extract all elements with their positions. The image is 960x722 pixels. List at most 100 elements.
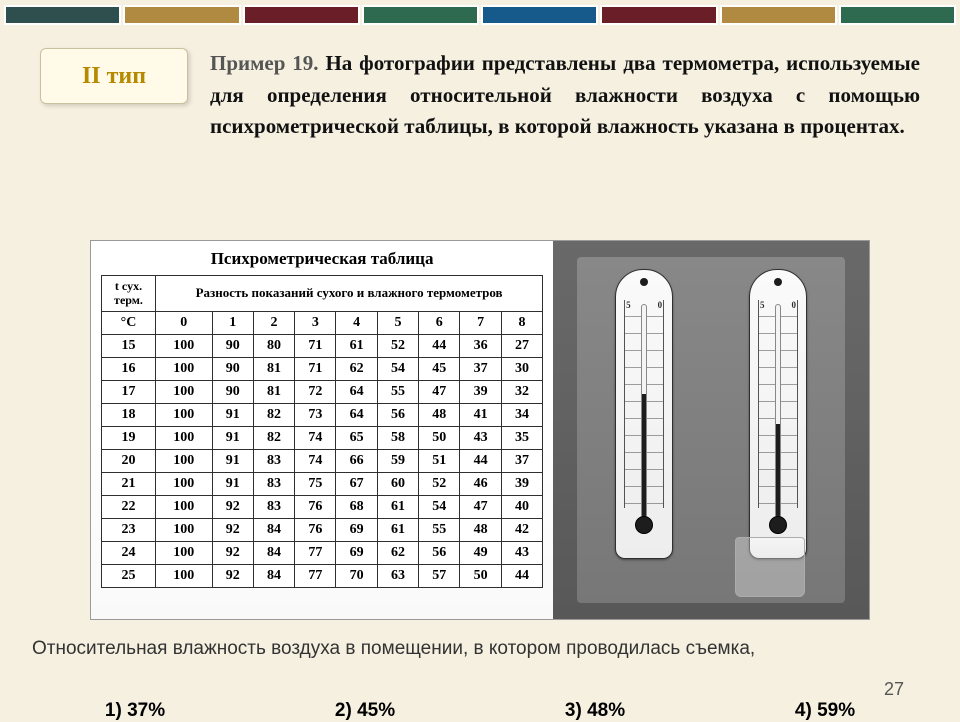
diff-col-header: 4	[336, 311, 377, 334]
humidity-cell: 100	[156, 518, 213, 541]
humidity-cell: 70	[336, 564, 377, 587]
humidity-cell: 74	[295, 426, 336, 449]
humidity-cell: 47	[460, 495, 501, 518]
table-row: 231009284766961554842	[102, 518, 543, 541]
humidity-cell: 45	[419, 357, 460, 380]
humidity-cell: 63	[377, 564, 418, 587]
temp-cell: 19	[102, 426, 156, 449]
humidity-cell: 100	[156, 403, 213, 426]
humidity-cell: 92	[212, 541, 253, 564]
humidity-cell: 100	[156, 541, 213, 564]
humidity-cell: 44	[419, 334, 460, 357]
humidity-cell: 61	[377, 495, 418, 518]
humidity-cell: 90	[212, 334, 253, 357]
dry-mercury	[642, 394, 646, 517]
humidity-cell: 57	[419, 564, 460, 587]
humidity-cell: 52	[419, 472, 460, 495]
humidity-cell: 37	[460, 357, 501, 380]
humidity-cell: 71	[295, 334, 336, 357]
wet-tube	[775, 304, 781, 518]
humidity-cell: 34	[501, 403, 542, 426]
humidity-cell: 100	[156, 380, 213, 403]
humidity-cell: 77	[295, 541, 336, 564]
humidity-cell: 82	[253, 403, 294, 426]
humidity-cell: 35	[501, 426, 542, 449]
humidity-cell: 46	[460, 472, 501, 495]
humidity-cell: 66	[336, 449, 377, 472]
humidity-cell: 90	[212, 357, 253, 380]
temp-cell: 22	[102, 495, 156, 518]
humidity-cell: 83	[253, 495, 294, 518]
humidity-cell: 91	[212, 449, 253, 472]
table-title: Психрометрическая таблица	[101, 249, 543, 269]
psychrometric-table-block: Психрометрическая таблица t сух. терм. Р…	[91, 241, 553, 619]
scale-top-w: 5	[760, 300, 765, 310]
answer-options: 1) 37% 2) 45% 3) 48% 4) 59%	[20, 700, 940, 722]
table-row: 151009080716152443627	[102, 334, 543, 357]
humidity-cell: 27	[501, 334, 542, 357]
answer-option[interactable]: 3) 48%	[565, 700, 625, 722]
humidity-cell: 55	[377, 380, 418, 403]
humidity-cell: 77	[295, 564, 336, 587]
table-row: 171009081726455473932	[102, 380, 543, 403]
humidity-cell: 100	[156, 357, 213, 380]
answer-option[interactable]: 2) 45%	[335, 700, 395, 722]
table-row: 201009183746659514437	[102, 449, 543, 472]
column-spanner: Разность показаний сухого и влажного тер…	[156, 276, 543, 312]
wet-bulb	[769, 516, 787, 534]
humidity-cell: 92	[212, 495, 253, 518]
humidity-cell: 41	[460, 403, 501, 426]
question-text: Относительная влажность воздуха в помеще…	[32, 636, 928, 663]
table-row: 241009284776962564943	[102, 541, 543, 564]
humidity-cell: 81	[253, 380, 294, 403]
scale-top-r: 0	[658, 300, 663, 310]
humidity-cell: 54	[377, 357, 418, 380]
humidity-cell: 62	[377, 541, 418, 564]
humidity-cell: 76	[295, 495, 336, 518]
dry-bulb	[635, 516, 653, 534]
humidity-cell: 50	[460, 564, 501, 587]
table-row: 251009284777063575044	[102, 564, 543, 587]
humidity-cell: 67	[336, 472, 377, 495]
humidity-cell: 50	[419, 426, 460, 449]
temp-cell: 16	[102, 357, 156, 380]
table-row: 161009081716254453730	[102, 357, 543, 380]
humidity-cell: 56	[419, 541, 460, 564]
table-row: 181009182736456484134	[102, 403, 543, 426]
humidity-cell: 84	[253, 518, 294, 541]
humidity-cell: 80	[253, 334, 294, 357]
example-number: Пример 19.	[210, 51, 319, 75]
diff-col-header: 5	[377, 311, 418, 334]
humidity-cell: 49	[460, 541, 501, 564]
row-header-label: t сух. терм.	[102, 276, 156, 312]
humidity-cell: 90	[212, 380, 253, 403]
answer-option[interactable]: 4) 59%	[795, 700, 855, 722]
stripe-block	[362, 5, 479, 25]
humidity-cell: 40	[501, 495, 542, 518]
humidity-cell: 64	[336, 380, 377, 403]
type-badge: II тип	[40, 48, 188, 104]
humidity-cell: 44	[460, 449, 501, 472]
table-row: 191009182746558504335	[102, 426, 543, 449]
humidity-cell: 55	[419, 518, 460, 541]
problem-statement: Пример 19. На фотографии представлены дв…	[210, 48, 920, 143]
diff-col-header: 3	[295, 311, 336, 334]
stripe-block	[839, 5, 956, 25]
humidity-cell: 83	[253, 472, 294, 495]
humidity-cell: 39	[460, 380, 501, 403]
humidity-cell: 61	[377, 518, 418, 541]
answer-option[interactable]: 1) 37%	[105, 700, 165, 722]
humidity-cell: 100	[156, 472, 213, 495]
temp-cell: 17	[102, 380, 156, 403]
humidity-cell: 82	[253, 426, 294, 449]
humidity-cell: 92	[212, 564, 253, 587]
stripe-block	[481, 5, 598, 25]
humidity-cell: 30	[501, 357, 542, 380]
stripe-block	[600, 5, 717, 25]
figure: Психрометрическая таблица t сух. терм. Р…	[90, 240, 870, 620]
temp-cell: 20	[102, 449, 156, 472]
diff-col-header: 2	[253, 311, 294, 334]
humidity-cell: 73	[295, 403, 336, 426]
humidity-cell: 100	[156, 449, 213, 472]
humidity-cell: 83	[253, 449, 294, 472]
